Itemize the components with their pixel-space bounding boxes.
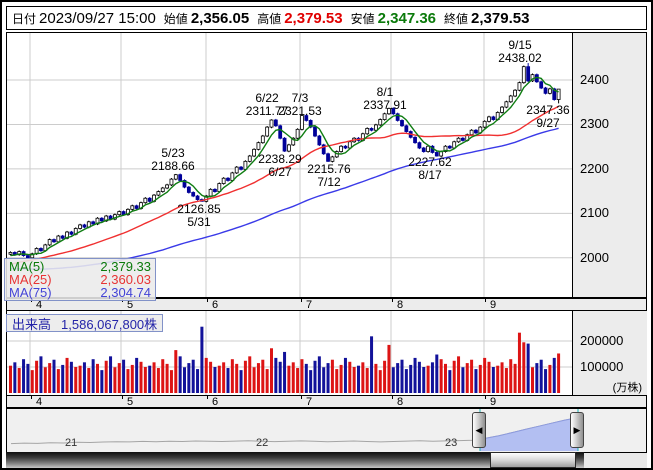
ma5-value: 2,379.33 <box>100 259 151 274</box>
date-value: 2023/09/27 15:00 <box>39 9 156 27</box>
volume-canvas[interactable] <box>7 311 572 395</box>
year-label: 23 <box>445 437 458 449</box>
volume-unit-label: (万株) <box>612 382 642 394</box>
ma75-value: 2,304.74 <box>100 285 151 300</box>
range-navigator[interactable]: 21 22 23 <box>6 408 647 452</box>
month-label: 4 <box>36 299 43 311</box>
price-gridlines <box>7 33 572 297</box>
ma5-legend-row: MA(5) 2,379.33 <box>9 260 151 273</box>
month-axis-top: 4 5 6 7 8 9 <box>6 298 647 311</box>
month-label: 6 <box>212 299 219 311</box>
price-axis: 2400 2300 2200 2100 2000 <box>572 33 646 297</box>
low-value: 2,347.36 <box>377 9 437 27</box>
month-label: 9 <box>490 396 497 408</box>
date-label: 日付 <box>12 11 37 26</box>
ma25-legend-row: MA(25) 2,360.03 <box>9 273 151 286</box>
selected-range-area <box>480 417 578 451</box>
month-tick <box>301 396 302 399</box>
month-tick <box>485 396 486 399</box>
high-label: 高値 <box>257 11 282 26</box>
volume-tick-label: 100000 <box>580 359 624 374</box>
price-tick-label: 2300 <box>580 116 609 132</box>
month-label: 5 <box>127 396 134 408</box>
month-tick <box>392 299 393 302</box>
close-value: 2,379.53 <box>471 9 530 27</box>
month-tick <box>301 299 302 302</box>
open-value: 2,356.05 <box>190 9 250 27</box>
month-label: 5 <box>127 299 134 311</box>
month-tick <box>392 396 393 399</box>
navigator-canvas[interactable] <box>7 409 646 451</box>
candles-layer <box>8 63 561 259</box>
month-label: 7 <box>306 299 313 311</box>
right-arrow-icon: ▶ <box>573 424 581 435</box>
ma75-legend-row: MA(75) 2,304.74 <box>9 286 151 299</box>
scrollbar-track[interactable] <box>6 452 584 468</box>
price-chart-panel: 9/15 2438.02 5/23 2188.66 6/22 2311.77 7/3 2321… <box>6 32 647 298</box>
month-label: 4 <box>36 396 43 408</box>
year-label: 21 <box>65 437 78 449</box>
ma25-label: MA(25) <box>9 272 52 287</box>
ma25-value: 2,360.03 <box>100 272 151 287</box>
volume-total-box: 出来高 1,586,067,800株 <box>6 314 164 332</box>
ma-legend: MA(5) 2,379.33 MA(25) 2,360.03 MA(75) 2,… <box>4 258 156 301</box>
volume-axis: (万株) 200000 100000 <box>572 311 647 395</box>
ma5-line <box>10 76 559 257</box>
open-label: 始値 <box>163 11 188 26</box>
month-tick <box>485 299 486 302</box>
low-label: 安値 <box>350 11 375 26</box>
month-label: 8 <box>397 299 404 311</box>
volume-value: 1,586,067,800株 <box>61 316 158 332</box>
month-tick <box>207 299 208 302</box>
month-tick <box>207 396 208 399</box>
price-tick-label: 2000 <box>580 249 609 265</box>
ohlc-header: 日付 2023/09/27 15:00 始値 2,356.05 高値 2,379… <box>6 6 647 30</box>
left-arrow-icon: ◀ <box>475 424 483 435</box>
close-label: 終値 <box>444 11 469 26</box>
high-value: 2,379.53 <box>284 9 343 27</box>
scrollbar-thumb[interactable] <box>490 452 576 468</box>
volume-title: 出来高 <box>12 316 52 332</box>
price-tick-label: 2100 <box>580 205 609 221</box>
month-tick <box>31 396 32 399</box>
month-label: 7 <box>306 396 313 408</box>
ma25-line <box>10 105 559 265</box>
range-handle-left[interactable]: ◀ <box>472 412 486 448</box>
month-label: 6 <box>212 396 219 408</box>
month-label: 9 <box>490 299 497 311</box>
volume-bars <box>9 326 561 393</box>
volume-tick-label: 200000 <box>580 333 624 348</box>
price-tick-label: 2400 <box>580 72 609 87</box>
ma75-label: MA(75) <box>9 285 52 300</box>
ma5-label: MA(5) <box>9 259 45 274</box>
month-axis-bottom: 4 5 6 7 8 9 <box>6 395 647 408</box>
range-handle-right[interactable]: ▶ <box>570 412 584 448</box>
candlestick-canvas[interactable] <box>7 33 572 297</box>
month-label: 8 <box>397 396 404 408</box>
year-label: 22 <box>256 437 269 449</box>
price-tick-label: 2200 <box>580 160 609 176</box>
scrollbar-right-gutter <box>584 452 647 468</box>
candlestick-plot[interactable] <box>7 33 572 297</box>
month-tick <box>122 396 123 399</box>
